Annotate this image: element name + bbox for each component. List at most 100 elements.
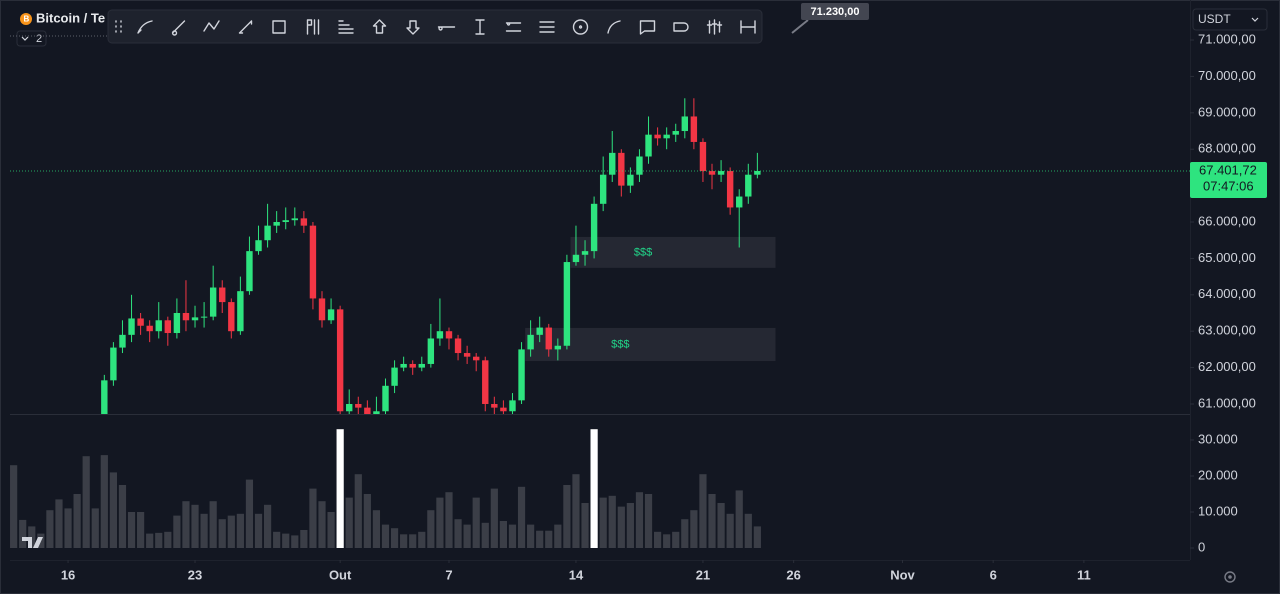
volume-bar bbox=[517, 486, 526, 549]
toolbar-tool[interactable] bbox=[406, 20, 420, 35]
candle-body bbox=[745, 174, 752, 197]
candle-body bbox=[110, 347, 117, 381]
candle-body bbox=[536, 327, 543, 335]
volume-bar-highlight bbox=[336, 429, 344, 549]
toolbar-tool[interactable] bbox=[203, 20, 220, 32]
candle-body bbox=[309, 225, 317, 299]
x-tick-label: Nov bbox=[890, 567, 915, 582]
y-tick-label: 71.000,00 bbox=[1198, 31, 1256, 46]
volume-bar bbox=[263, 504, 272, 549]
toolbar-tool[interactable] bbox=[639, 20, 656, 35]
volume-layer bbox=[10, 429, 761, 549]
candle-body bbox=[209, 287, 217, 317]
candle-body bbox=[708, 171, 716, 175]
candle-body bbox=[618, 152, 625, 186]
volume-bar bbox=[418, 531, 426, 549]
toolbar-tool[interactable] bbox=[137, 20, 153, 34]
candle-body bbox=[645, 134, 652, 157]
symbol-title[interactable]: Bitcoin / Te bbox=[36, 10, 105, 25]
chevron bbox=[21, 36, 29, 41]
volume-bar bbox=[137, 512, 145, 549]
volume-bar bbox=[427, 510, 435, 549]
volume-tick-label: 30.000 bbox=[1198, 431, 1238, 446]
y-tick-label: 65.000,00 bbox=[1198, 250, 1256, 265]
marker-label: 71.230,00 bbox=[811, 6, 860, 18]
volume-bar bbox=[490, 488, 498, 549]
toolbar-tool[interactable] bbox=[272, 20, 286, 34]
candle-body bbox=[554, 345, 562, 350]
x-tick-label: 6 bbox=[990, 567, 997, 582]
candle-body bbox=[200, 316, 208, 318]
y-tick-label: 68.000,00 bbox=[1198, 141, 1256, 156]
toolbar-tool[interactable] bbox=[572, 19, 589, 35]
candle-body bbox=[654, 134, 661, 139]
candles-layer bbox=[101, 98, 761, 414]
candle-body bbox=[318, 298, 326, 321]
candle-body bbox=[663, 134, 670, 139]
volume-bar bbox=[527, 524, 535, 549]
x-tick-label: Out bbox=[329, 567, 352, 582]
volume-bar bbox=[409, 534, 417, 549]
candle-body bbox=[454, 338, 462, 354]
toolbar-tool[interactable] bbox=[706, 19, 723, 35]
drawing-toolbar bbox=[107, 9, 763, 44]
toolbar-tool[interactable] bbox=[437, 26, 456, 31]
candle-body bbox=[672, 131, 679, 135]
volume-bar bbox=[282, 533, 290, 549]
x-tick-label: 23 bbox=[188, 567, 202, 582]
toolbar-tool[interactable] bbox=[338, 20, 354, 34]
toolbar-tool[interactable] bbox=[171, 20, 186, 36]
toolbar-tool[interactable] bbox=[740, 20, 756, 34]
candle-body bbox=[364, 407, 371, 414]
currency-dropdown[interactable] bbox=[1192, 8, 1268, 31]
liquidity-zone bbox=[570, 236, 776, 268]
volume-bar bbox=[327, 512, 335, 549]
volume-bar bbox=[499, 521, 508, 549]
volume-bar-highlight bbox=[590, 429, 598, 549]
toolbar-tool[interactable] bbox=[238, 20, 253, 34]
volume-bar bbox=[354, 474, 362, 549]
volume-bar bbox=[554, 524, 562, 549]
volume-bar bbox=[744, 513, 752, 549]
toolbar-tool[interactable] bbox=[607, 20, 621, 34]
volume-bar bbox=[635, 492, 644, 549]
settings-button[interactable] bbox=[1224, 571, 1236, 583]
candle-body bbox=[545, 327, 552, 350]
volume-bar bbox=[55, 499, 63, 549]
candle-body bbox=[327, 309, 335, 321]
tradingview-logo[interactable] bbox=[22, 537, 43, 548]
volume-tick-label: 10.000 bbox=[1198, 503, 1238, 518]
candle-body bbox=[346, 403, 353, 412]
volume-bar bbox=[681, 519, 689, 549]
toolbar-tool[interactable] bbox=[539, 21, 555, 33]
candle-body bbox=[264, 225, 271, 241]
volume-bar bbox=[363, 494, 371, 549]
volume-bar bbox=[300, 530, 308, 549]
indicators-toggle[interactable] bbox=[16, 30, 47, 47]
toolbar-tool[interactable] bbox=[372, 19, 387, 34]
volume-bar bbox=[481, 522, 489, 549]
x-tick-label: 16 bbox=[61, 567, 75, 582]
volume-bar bbox=[545, 530, 553, 549]
toolbar-tool[interactable] bbox=[673, 22, 689, 32]
volume-bar bbox=[381, 524, 390, 549]
zone-label: $$$ bbox=[611, 338, 629, 350]
volume-bar bbox=[581, 503, 589, 549]
volume-bar bbox=[146, 533, 154, 549]
candle-body bbox=[137, 318, 144, 326]
volume-bar bbox=[73, 494, 81, 549]
y-tick-label: 70.000,00 bbox=[1198, 68, 1256, 83]
candle-body bbox=[146, 325, 153, 332]
candle-body bbox=[164, 320, 172, 334]
toolbar-tool[interactable] bbox=[475, 19, 485, 35]
toolbar-tool[interactable] bbox=[306, 19, 320, 35]
toolbar-tool[interactable] bbox=[505, 22, 522, 32]
volume-bar bbox=[572, 474, 580, 549]
candle-body bbox=[436, 331, 444, 339]
candle-body bbox=[509, 400, 516, 412]
candle-body bbox=[627, 174, 634, 186]
marker-box bbox=[801, 3, 869, 20]
volume-bar bbox=[309, 488, 317, 549]
volume-bar bbox=[663, 534, 671, 549]
y-tick-label: 69.000,00 bbox=[1198, 104, 1256, 119]
